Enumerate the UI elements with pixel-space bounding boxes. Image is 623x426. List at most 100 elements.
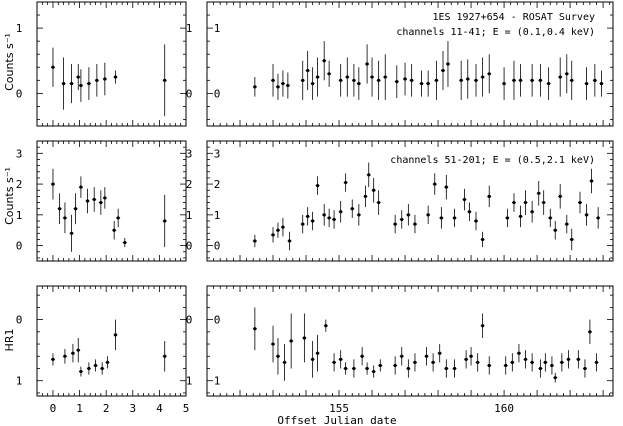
data-point: [538, 78, 542, 82]
data-point: [306, 214, 310, 218]
data-point: [63, 216, 67, 220]
data-point: [58, 207, 62, 211]
data-point: [431, 360, 435, 364]
data-point: [481, 75, 485, 79]
data-point: [281, 225, 285, 229]
data-point: [395, 80, 399, 84]
data-point: [87, 81, 91, 86]
data-point: [301, 222, 305, 226]
x-tick-label: 5: [183, 402, 190, 415]
plot-frame: [36, 1, 187, 127]
data-point: [327, 216, 331, 220]
y-tick-label-inner: 2: [214, 178, 221, 191]
data-point: [103, 196, 107, 200]
data-point: [365, 366, 369, 371]
data-point: [306, 68, 310, 73]
data-point: [426, 81, 430, 86]
data-point: [413, 360, 417, 364]
data-point: [287, 239, 292, 243]
data-point: [112, 228, 116, 232]
data-point: [566, 357, 571, 361]
data-point: [339, 78, 343, 82]
y-tick-label: 2: [186, 178, 193, 191]
panel-top-left: 01: [16, 1, 187, 127]
data-point: [406, 366, 410, 371]
data-point: [365, 62, 369, 66]
data-point: [504, 363, 508, 368]
data-point: [487, 72, 491, 76]
y-tick-label-inner: 1: [214, 375, 221, 388]
panel-bottom-right: 155 160 0 1 0 1: [186, 285, 614, 415]
y-tick-label: 3: [16, 147, 23, 160]
data-point: [93, 363, 98, 368]
data-point: [446, 62, 450, 66]
xlabel: Offset Julian date: [277, 414, 396, 426]
y-tick-label: 1: [186, 209, 193, 222]
data-point: [476, 360, 480, 364]
data-point: [538, 366, 542, 371]
x-tick-label: 4: [156, 402, 163, 415]
data-point: [324, 324, 328, 328]
data-point: [594, 360, 599, 364]
data-point: [79, 369, 83, 374]
data-point: [51, 65, 55, 69]
data-point: [523, 200, 528, 205]
y-tick-label: 1: [16, 209, 23, 222]
y-tick-label: 3: [186, 147, 193, 160]
annotation-hard-band: channels 51-201; E = (0.5,2.1 keV): [390, 155, 595, 166]
data-point: [459, 78, 463, 82]
data-point: [76, 75, 80, 79]
data-point: [410, 78, 414, 82]
data-point: [79, 185, 83, 189]
data-point: [286, 83, 290, 88]
data-point: [452, 366, 457, 371]
data-point: [73, 207, 78, 211]
data-point: [357, 213, 361, 217]
data-point: [518, 214, 523, 218]
data-point: [570, 237, 574, 242]
data-point: [383, 75, 387, 79]
data-point: [474, 78, 478, 82]
data-point: [393, 222, 397, 226]
panel-bottom-left: 0 1 2 3 4 5 0 1: [16, 285, 190, 415]
data-point: [51, 182, 55, 186]
data-point: [474, 219, 478, 223]
data-point: [523, 357, 528, 361]
data-point: [92, 197, 96, 202]
data-point: [530, 78, 534, 82]
data-point: [419, 81, 424, 86]
data-point: [163, 78, 167, 82]
data-point: [583, 366, 587, 371]
data-point: [593, 78, 597, 82]
y-tick-label: 0: [186, 240, 193, 253]
data-point: [69, 81, 74, 86]
data-point: [51, 357, 55, 361]
data-point: [426, 213, 430, 217]
data-point: [530, 360, 534, 364]
x-tick-label: 155: [329, 402, 349, 415]
data-point: [281, 81, 285, 86]
data-point: [512, 200, 516, 205]
data-point: [406, 213, 410, 217]
y-tick-label: 0: [16, 240, 23, 253]
data-point: [467, 210, 472, 214]
y-tick-label-inner: 1: [214, 209, 221, 222]
data-point: [424, 354, 429, 358]
data-point: [542, 200, 546, 205]
data-point: [510, 360, 514, 364]
ylabel-bottom: HR1: [3, 329, 16, 352]
data-point: [253, 327, 257, 331]
y-tick-label-inner: 0: [214, 240, 221, 253]
y-tick-label-inner: 1: [214, 22, 221, 35]
data-point: [352, 366, 356, 371]
data-point: [452, 216, 457, 220]
annotation-soft-band: channels 11-41; E = (0.1,0.4 keV): [396, 27, 595, 38]
y-tick-label: 0: [16, 314, 23, 327]
data-point: [505, 216, 509, 220]
data-point: [315, 351, 320, 355]
data-point: [434, 78, 439, 82]
data-point: [438, 351, 442, 355]
data-point: [332, 360, 336, 364]
data-point: [332, 217, 336, 222]
data-point: [352, 78, 356, 82]
